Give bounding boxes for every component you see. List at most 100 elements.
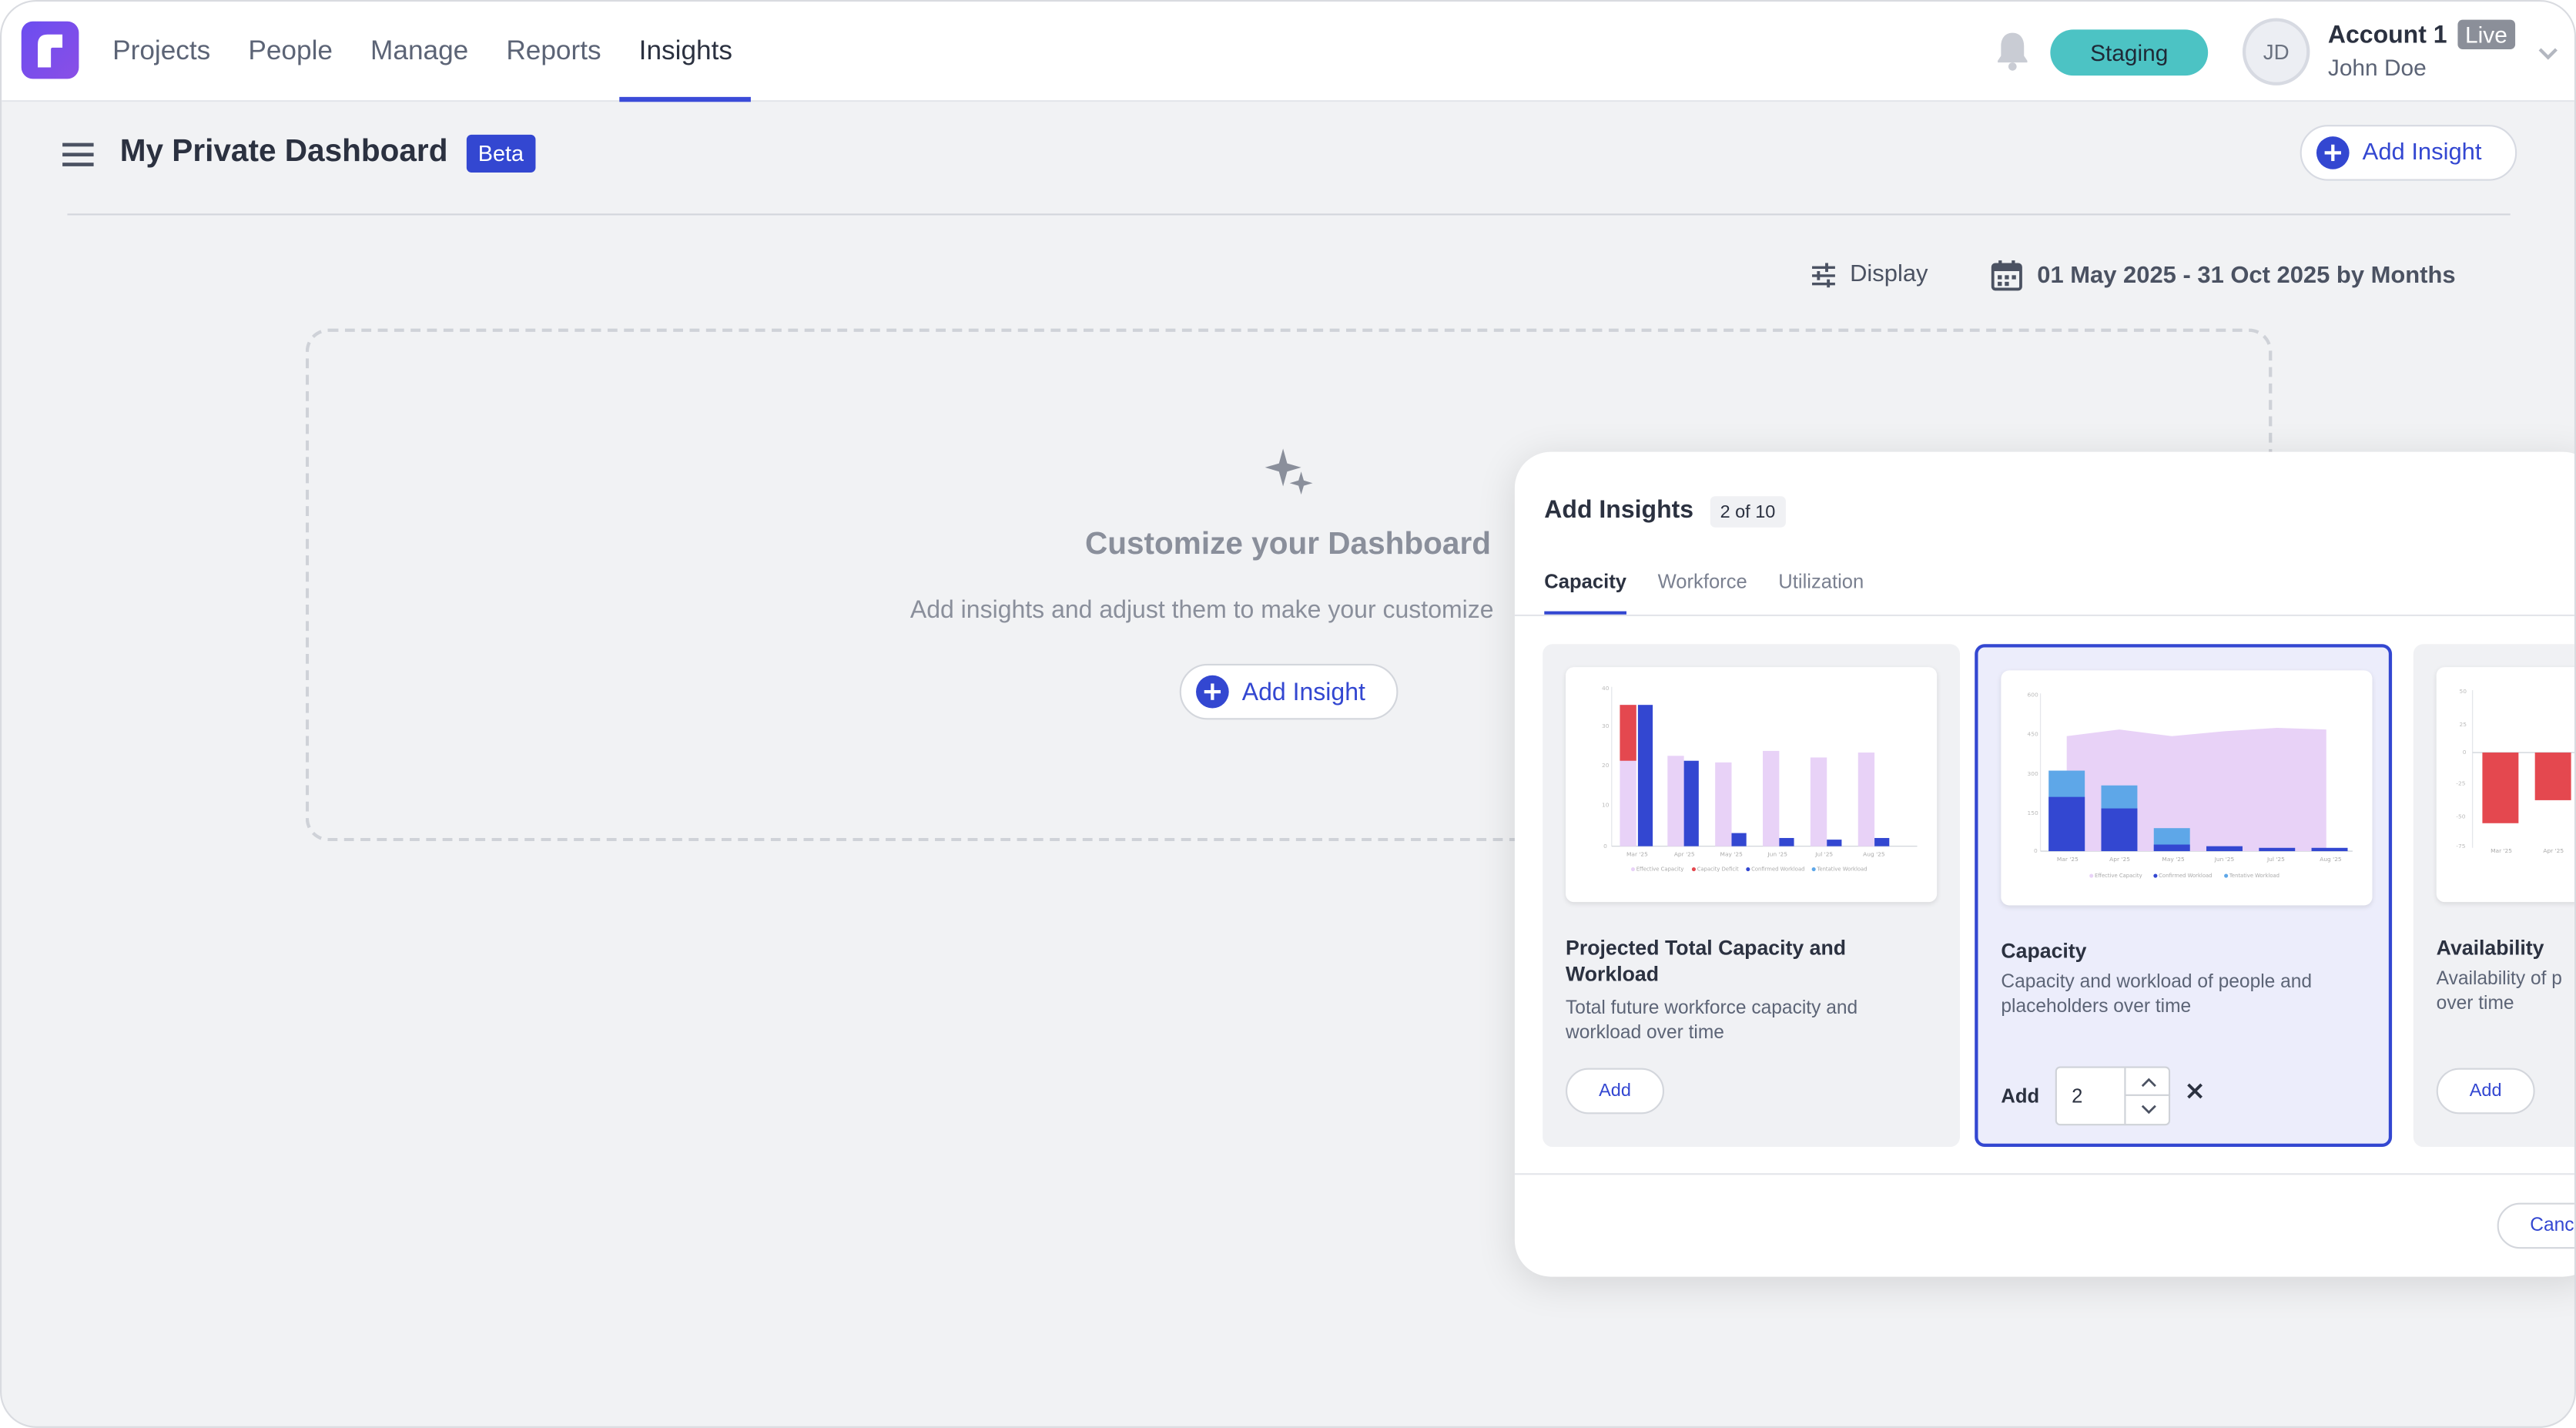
svg-text:Confirmed Workload: Confirmed Workload bbox=[1751, 867, 1804, 873]
svg-text:-50: -50 bbox=[2456, 813, 2465, 820]
svg-text:450: 450 bbox=[2027, 731, 2038, 738]
card-description: Capacity and workload of people and plac… bbox=[2001, 972, 2313, 1017]
chart-thumbnail-capacity: 600 450 300 150 0 Mar '25 Apr '25 May '25 Jun '… bbox=[2001, 670, 2373, 906]
svg-text:0: 0 bbox=[1603, 843, 1607, 850]
date-range-picker[interactable]: 01 May 2025 - 31 Oct 2025 by Months bbox=[1991, 260, 2456, 291]
account-name: Account 1 bbox=[2327, 20, 2447, 49]
display-button[interactable]: Display bbox=[1811, 261, 1928, 287]
tabs-divider bbox=[1514, 614, 2574, 616]
add-insight-button[interactable]: Add Insight bbox=[2300, 125, 2517, 181]
svg-text:Capacity Deficit: Capacity Deficit bbox=[1697, 867, 1739, 873]
sliders-icon bbox=[1812, 262, 1835, 287]
svg-text:20: 20 bbox=[1602, 762, 1610, 769]
svg-text:300: 300 bbox=[2027, 770, 2038, 777]
panel-title: Add Insights bbox=[1544, 496, 1694, 525]
svg-text:Jun '25: Jun '25 bbox=[1767, 850, 1787, 857]
card-description: Total future workforce capacity and work… bbox=[1566, 999, 1858, 1044]
svg-text:Tentative Workload: Tentative Workload bbox=[1816, 867, 1867, 873]
svg-text:Apr '25: Apr '25 bbox=[2109, 856, 2130, 863]
svg-text:Mar '25: Mar '25 bbox=[2491, 847, 2512, 854]
date-range-label: 01 May 2025 - 31 Oct 2025 by Months bbox=[2037, 262, 2456, 289]
insight-card-availability[interactable]: 50 25 0 -25 -50 -75 Mar '25 Apr '25 Availabili… bbox=[2413, 644, 2574, 1148]
empty-add-insight-button[interactable]: Add Insight bbox=[1179, 663, 1399, 720]
svg-text:25: 25 bbox=[2460, 721, 2467, 728]
environment-badge[interactable]: Staging bbox=[2050, 29, 2209, 76]
svg-text:Effective Capacity: Effective Capacity bbox=[2095, 873, 2142, 879]
stepper-label: Add bbox=[2001, 1084, 2040, 1108]
card-title: Capacity bbox=[2001, 940, 2087, 964]
cancel-button[interactable]: Cancel bbox=[2497, 1202, 2574, 1249]
svg-text:30: 30 bbox=[1602, 722, 1610, 729]
decrement-chevron-down-icon[interactable] bbox=[2125, 1096, 2170, 1124]
beta-badge: Beta bbox=[466, 134, 535, 173]
empty-state-subtitle: Add insights and adjust them to make you… bbox=[909, 596, 1494, 625]
svg-text:600: 600 bbox=[2027, 692, 2038, 699]
nav-reports[interactable]: Reports bbox=[506, 35, 601, 66]
svg-text:Mar '25: Mar '25 bbox=[1626, 850, 1648, 857]
svg-text:50: 50 bbox=[2460, 688, 2467, 695]
hamburger-menu-icon[interactable] bbox=[62, 141, 95, 176]
svg-text:Aug '25: Aug '25 bbox=[2320, 856, 2342, 863]
panel-footer-divider bbox=[1514, 1173, 2574, 1175]
increment-chevron-up-icon[interactable] bbox=[2125, 1068, 2171, 1096]
plus-circle-icon bbox=[2316, 136, 2350, 169]
avatar[interactable]: JD bbox=[2242, 18, 2310, 85]
nav-projects[interactable]: Projects bbox=[112, 35, 211, 66]
nav-people[interactable]: People bbox=[248, 35, 333, 66]
tab-capacity[interactable]: Capacity bbox=[1544, 570, 1627, 615]
svg-text:0: 0 bbox=[2463, 749, 2467, 756]
svg-text:10: 10 bbox=[1602, 801, 1610, 808]
svg-text:Apr '25: Apr '25 bbox=[1674, 850, 1695, 857]
card-title: Projected Total Capacity and Workload bbox=[1566, 936, 1847, 986]
svg-text:Apr '25: Apr '25 bbox=[2543, 847, 2564, 854]
plus-circle-icon bbox=[1196, 675, 1229, 709]
tab-utilization[interactable]: Utilization bbox=[1778, 570, 1864, 594]
quantity-stepper[interactable]: 2 bbox=[2055, 1066, 2171, 1126]
svg-text:-25: -25 bbox=[2456, 780, 2465, 787]
svg-text:40: 40 bbox=[1602, 685, 1610, 692]
add-insights-panel: Add Insights 2 of 10 Capacity Workforce … bbox=[1514, 451, 2574, 1277]
insight-card-capacity[interactable]: 600 450 300 150 0 Mar '25 Apr '25 May '25 Jun '… bbox=[1975, 644, 2393, 1148]
selection-count-badge: 2 of 10 bbox=[1710, 496, 1786, 528]
chart-thumbnail-availability: 50 25 0 -25 -50 -75 Mar '25 Apr '25 bbox=[2436, 667, 2574, 903]
card-title: Availability bbox=[2436, 936, 2544, 960]
svg-text:Confirmed Workload: Confirmed Workload bbox=[2159, 873, 2212, 879]
chevron-down-icon[interactable] bbox=[2537, 41, 2560, 70]
empty-state-title: Customize your Dashboard bbox=[1084, 527, 1492, 562]
svg-text:Aug '25: Aug '25 bbox=[1863, 850, 1885, 857]
top-navigation-bar: Projects People Manage Reports Insights … bbox=[2, 2, 2574, 102]
live-badge: Live bbox=[2457, 19, 2516, 49]
svg-text:-75: -75 bbox=[2456, 843, 2465, 850]
tab-workforce[interactable]: Workforce bbox=[1657, 570, 1747, 594]
chart-thumbnail-projected: 40 30 20 10 0 Mar '25 Apr '2 bbox=[1566, 667, 1938, 903]
svg-text:Effective Capacity: Effective Capacity bbox=[1636, 867, 1684, 873]
card-description: Availability of p over time bbox=[2436, 969, 2562, 1014]
svg-text:May '25: May '25 bbox=[1720, 850, 1744, 857]
account-switcher[interactable]: Account 1 Live John Doe bbox=[2327, 19, 2516, 81]
add-card-button[interactable]: Add bbox=[2436, 1068, 2535, 1115]
insight-category-tabs: Capacity Workforce Utilization bbox=[1544, 570, 1864, 615]
svg-text:Tentative Workload: Tentative Workload bbox=[2229, 873, 2280, 879]
notification-bell-icon[interactable] bbox=[1995, 29, 2031, 80]
add-insight-label: Add Insight bbox=[2362, 139, 2482, 166]
svg-text:May '25: May '25 bbox=[2162, 856, 2185, 863]
svg-text:Jul '25: Jul '25 bbox=[1814, 850, 1833, 857]
insight-card-projected[interactable]: 40 30 20 10 0 Mar '25 Apr '2 bbox=[1543, 644, 1961, 1148]
quantity-value[interactable]: 2 bbox=[2072, 1084, 2083, 1108]
calendar-icon bbox=[1991, 260, 2022, 291]
display-label: Display bbox=[1850, 261, 1928, 288]
svg-text:Jul '25: Jul '25 bbox=[2266, 856, 2285, 863]
add-card-button[interactable]: Add bbox=[1566, 1068, 1665, 1115]
svg-text:Jun '25: Jun '25 bbox=[2214, 856, 2235, 863]
svg-text:150: 150 bbox=[2027, 810, 2038, 816]
app-logo[interactable] bbox=[21, 21, 79, 79]
sparkle-icon bbox=[1261, 445, 1318, 506]
nav-insights[interactable]: Insights bbox=[620, 2, 752, 102]
account-user: John Doe bbox=[2327, 54, 2427, 81]
nav-manage[interactable]: Manage bbox=[370, 35, 469, 66]
svg-text:0: 0 bbox=[2034, 847, 2038, 854]
page-title: My Private Dashboard bbox=[119, 134, 448, 169]
close-icon[interactable] bbox=[2185, 1080, 2205, 1109]
main-nav: Projects People Manage Reports Insights bbox=[94, 2, 752, 102]
